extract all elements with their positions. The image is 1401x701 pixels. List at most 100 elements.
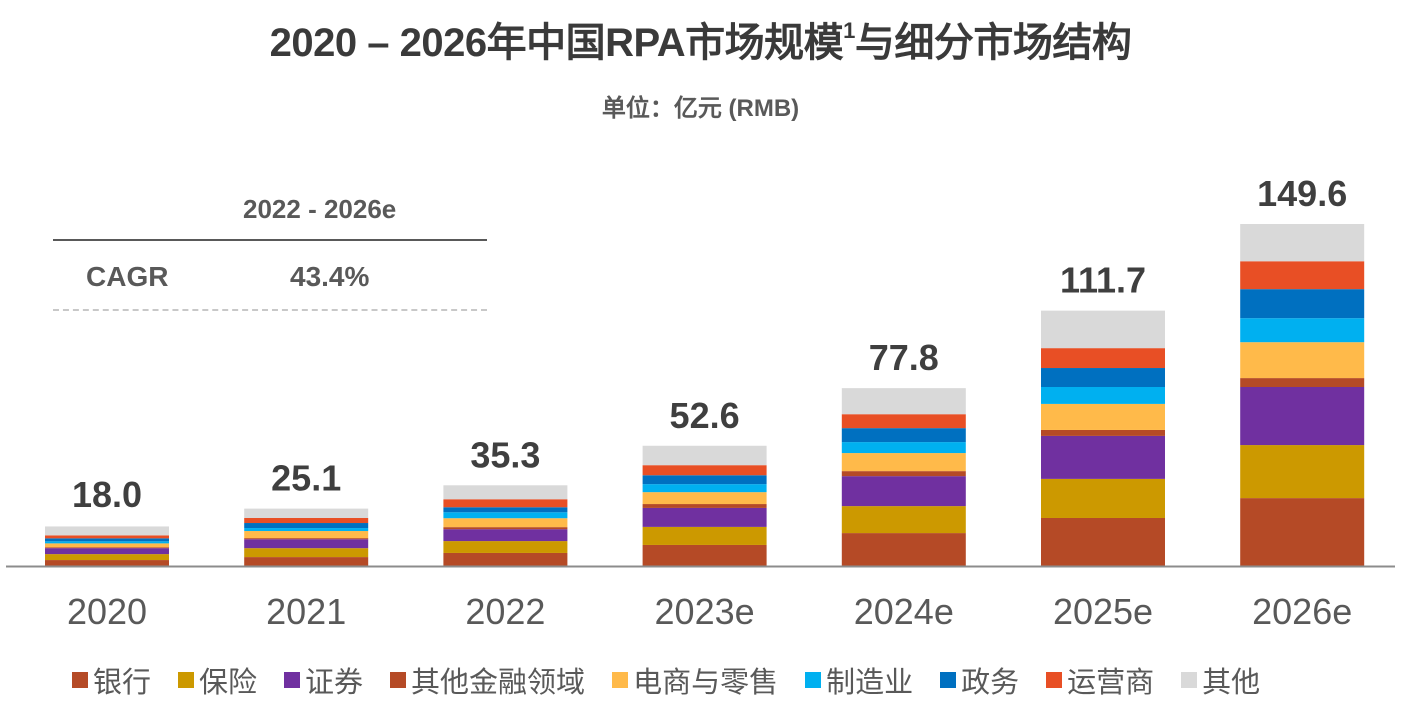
bar-segment — [244, 523, 369, 529]
bar-segment — [841, 533, 966, 566]
legend-item: 政务 — [940, 659, 1019, 701]
bar-segment — [1240, 261, 1365, 290]
bar-segment — [443, 552, 568, 566]
legend: 银行 保险 证券 其他金融领域 电商与零售 制造业 政务 运营商 其他 — [72, 659, 1287, 701]
bar-segment — [244, 528, 369, 532]
legend-label: 政务 — [961, 667, 1020, 699]
bar-segment — [45, 543, 169, 548]
cagr-dashed-divider — [53, 309, 487, 311]
x-tick-label: 2022 — [465, 591, 545, 632]
bar-segment — [1041, 478, 1165, 518]
bar-segment — [642, 445, 767, 466]
bar-segment — [1041, 348, 1165, 369]
legend-item: 银行 — [72, 659, 151, 701]
bar-segment — [642, 507, 767, 527]
bar-segment — [642, 544, 767, 566]
bar-segment — [45, 548, 169, 555]
bar-segment — [841, 414, 966, 429]
bar-segment — [841, 442, 966, 454]
bar-segment — [1041, 435, 1165, 479]
bar-segment — [841, 506, 966, 534]
bar-group-2024e — [841, 388, 966, 566]
bar-segment — [841, 453, 966, 472]
bar-segment — [642, 492, 767, 505]
bar-segment — [45, 554, 169, 561]
legend-swatch — [1046, 672, 1063, 688]
bar-segment — [443, 499, 568, 508]
legend-item: 保险 — [178, 659, 257, 701]
bar-segment — [244, 538, 369, 540]
bar-segment — [1041, 368, 1165, 387]
bar-group-2025e — [1041, 310, 1165, 566]
bar-segment — [443, 507, 568, 513]
bar-segment — [1240, 224, 1365, 262]
legend-label: 电商与零售 — [633, 667, 779, 699]
legend-label: 运营商 — [1067, 667, 1155, 699]
bar-group-2022 — [443, 485, 568, 566]
legend-label: 制造业 — [826, 667, 914, 699]
total-label: 18.0 — [72, 474, 142, 515]
bar-segment — [244, 517, 369, 524]
bar-segment — [1041, 403, 1165, 430]
bar-segment — [443, 541, 568, 553]
x-tick-label: 2026e — [1252, 591, 1352, 632]
x-tick-label: 2021 — [266, 591, 346, 632]
legend-swatch — [612, 672, 629, 688]
x-tick-label: 2023e — [655, 591, 755, 632]
bar-segment — [45, 535, 169, 539]
x-tick-label: 2020 — [67, 591, 147, 632]
bar-segment — [244, 508, 369, 518]
bar-segment — [1240, 445, 1365, 499]
bar-segment — [1240, 342, 1365, 379]
bar-segment — [443, 518, 568, 528]
legend-swatch — [390, 672, 407, 688]
bar-segment — [244, 539, 369, 549]
legend-item: 电商与零售 — [612, 659, 778, 701]
legend-item: 运营商 — [1046, 659, 1154, 701]
bar-segment — [443, 529, 568, 542]
legend-label: 其他 — [1202, 667, 1261, 699]
bar-segment — [443, 527, 568, 530]
legend-swatch — [178, 672, 195, 688]
bar-segment — [642, 526, 767, 545]
bar-segment — [45, 541, 169, 544]
bar-segment — [45, 538, 169, 542]
bar-group-2020 — [45, 526, 169, 566]
bar-segment — [642, 475, 767, 485]
total-label: 25.1 — [271, 458, 341, 499]
bar-segment — [1240, 378, 1365, 387]
bar-segment — [1041, 429, 1165, 436]
bar-segment — [45, 547, 169, 549]
bar-segment — [841, 471, 966, 477]
bar-group-2021 — [244, 508, 369, 566]
cagr-divider — [53, 239, 487, 241]
legend-label: 保险 — [199, 667, 258, 699]
bar-group-2026e — [1240, 224, 1365, 566]
legend-item: 制造业 — [805, 659, 913, 701]
legend-swatch — [1181, 672, 1198, 688]
legend-swatch — [805, 672, 822, 688]
chart-title-suffix: 与细分市场结构 — [854, 21, 1132, 65]
legend-swatch — [284, 672, 301, 688]
bar-group-2023e — [642, 445, 767, 566]
bar-segment — [1240, 318, 1365, 343]
bar-segment — [1240, 386, 1365, 446]
bar-segment — [841, 476, 966, 507]
chart-subtitle: 单位：亿元 (RMB) — [601, 95, 800, 122]
legend-swatch — [72, 672, 88, 688]
bar-segment — [244, 548, 369, 558]
total-label: 77.8 — [869, 337, 939, 378]
bar-segment — [45, 526, 169, 536]
bar-segment — [244, 557, 369, 566]
bar-segment — [841, 388, 966, 415]
cagr-label: CAGR — [86, 261, 169, 292]
total-label: 35.3 — [470, 434, 540, 475]
bar-segment — [1041, 517, 1165, 566]
total-label: 111.7 — [1060, 260, 1146, 301]
bar-segment — [642, 504, 767, 508]
legend-item: 其他金融领域 — [390, 659, 585, 701]
chart-title-main: 2020 – 2026年中国RPA市场规模 — [269, 21, 844, 65]
bar-segment — [443, 485, 568, 500]
bar-segment — [443, 512, 568, 519]
